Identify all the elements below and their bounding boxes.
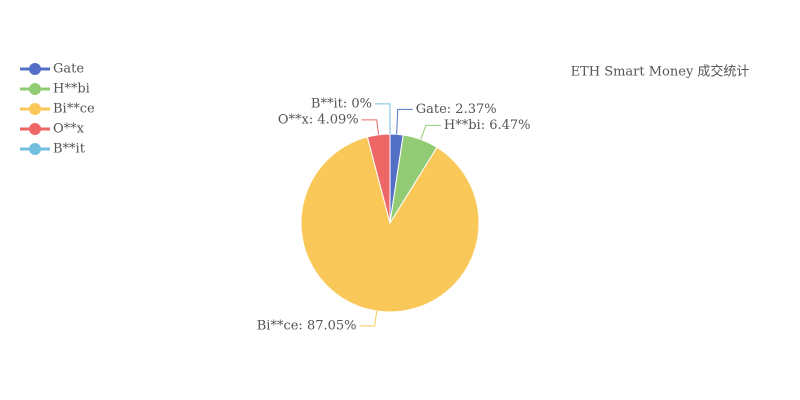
leader-line [359, 310, 378, 327]
data-label: B**it: 0% [311, 96, 372, 111]
legend-label: Gate [53, 62, 84, 77]
leader-line [396, 108, 413, 135]
legend-marker [29, 143, 41, 155]
legend-marker [29, 63, 41, 75]
legend-marker [29, 83, 41, 95]
leader-line [375, 103, 391, 134]
pie-slice [300, 136, 480, 313]
data-label: Bi**ce: 87.05% [257, 318, 357, 333]
legend-label: H**bi [53, 82, 90, 97]
data-label: Gate: 2.37% [416, 102, 497, 117]
data-label: O**x: 4.09% [278, 112, 359, 127]
leader-line [420, 124, 441, 140]
leader-line [361, 119, 380, 135]
data-label: H**bi: 6.47% [444, 118, 531, 133]
chart-title: ETH Smart Money 成交统计 [571, 64, 750, 80]
legend-marker [29, 103, 41, 115]
legend-label: B**it [53, 142, 86, 157]
legend-label: O**x [53, 122, 85, 137]
legend-label: Bi**ce [53, 102, 95, 117]
legend-marker [29, 123, 41, 135]
